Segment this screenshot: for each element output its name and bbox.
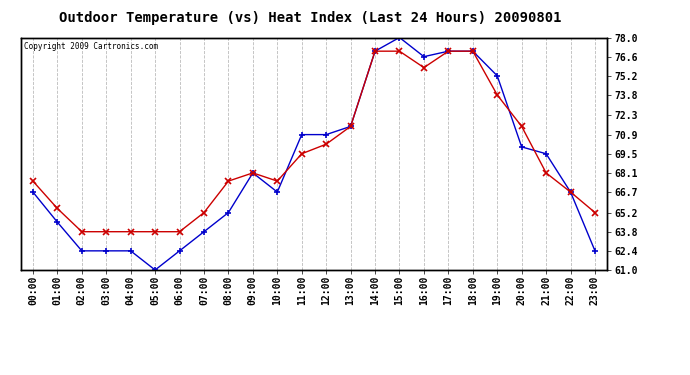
Text: Outdoor Temperature (vs) Heat Index (Last 24 Hours) 20090801: Outdoor Temperature (vs) Heat Index (Las… — [59, 11, 562, 25]
Text: Copyright 2009 Cartronics.com: Copyright 2009 Cartronics.com — [23, 42, 158, 51]
